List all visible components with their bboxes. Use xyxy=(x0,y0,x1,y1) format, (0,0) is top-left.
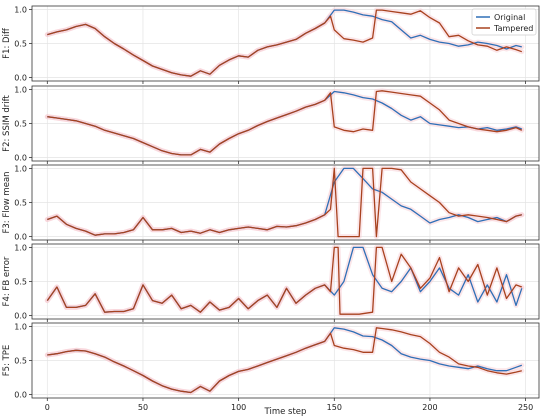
series-line-tampered xyxy=(46,246,523,315)
legend-label-original: Original xyxy=(494,13,525,22)
x-tick-label: 100 xyxy=(231,403,246,412)
x-tick-label: 150 xyxy=(327,403,342,412)
y-tick-label: 0.5 xyxy=(14,120,27,129)
panel-1: 0.0 0.5 1.0 F1: Diff xyxy=(2,5,540,84)
series-line-tampered xyxy=(47,9,523,77)
series-line-tampered xyxy=(47,327,522,394)
series-line-tampered xyxy=(47,167,522,238)
panel-4: 0.0 0.5 1.0F4: FB error xyxy=(2,243,540,322)
x-tick-label: 0 xyxy=(45,403,50,412)
y-axis-label: F2: SSIM drift xyxy=(2,95,12,152)
x-tick-label: 250 xyxy=(518,403,533,412)
legend-label-tampered: Tampered xyxy=(493,24,533,33)
y-tick-label: 0.5 xyxy=(14,278,27,287)
y-tick-label: 0.0 xyxy=(14,74,27,83)
y-axis-label: F4: FB error xyxy=(2,256,12,306)
y-tick-label: 0.0 xyxy=(14,312,27,321)
y-tick-label: 1.0 xyxy=(14,85,27,94)
y-tick-label: 0.0 xyxy=(14,391,27,400)
y-axis-label: F1: Diff xyxy=(2,27,12,59)
y-tick-label: 0.5 xyxy=(14,199,27,208)
y-tick-label: 0.0 xyxy=(14,154,27,163)
y-axis-label: F5: TPE xyxy=(2,345,12,377)
y-tick-label: 1.0 xyxy=(14,243,27,252)
x-tick-label: 200 xyxy=(422,403,437,412)
panel-2: 0.0 0.5 1.0F2: SSIM drift xyxy=(2,85,540,164)
y-axis-label: F3: Flow mean xyxy=(2,171,12,233)
series-line-tampered xyxy=(47,90,523,156)
panel-3: 0.0 0.5 1.0F3: Flow mean xyxy=(2,164,540,243)
y-tick-label: 0.5 xyxy=(14,40,27,49)
y-tick-label: 0.0 xyxy=(14,233,27,242)
x-axis-label: Time step xyxy=(264,407,307,417)
y-tick-label: 0.5 xyxy=(14,357,27,366)
panel-5: 0.0 0.5 1.0 0 50 100 150 200 250 F5: TPE xyxy=(2,322,540,412)
y-tick-label: 1.0 xyxy=(14,322,27,331)
y-tick-label: 1.0 xyxy=(14,164,27,173)
x-tick-label: 50 xyxy=(138,403,148,412)
y-tick-label: 1.0 xyxy=(14,5,27,14)
legend: Original Tampered xyxy=(471,8,537,36)
